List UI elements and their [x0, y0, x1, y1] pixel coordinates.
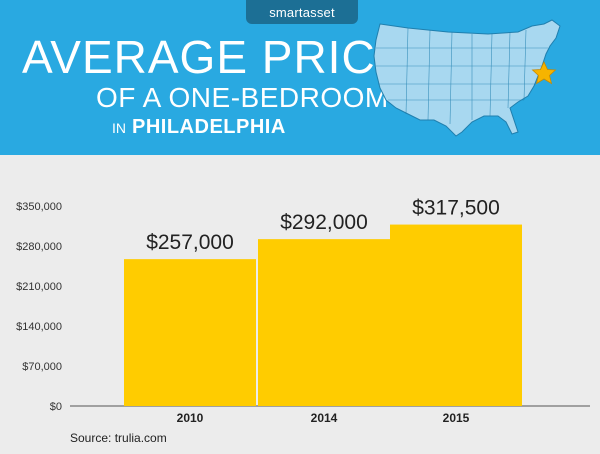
bar-chart: $0 $70,000 $140,000 $210,000 $280,000 $350,00…: [16, 197, 590, 425]
y-tick-label: $210,000: [16, 281, 62, 293]
title-line-1: AVERAGE PRICE: [22, 31, 408, 83]
y-tick-label: $70,000: [22, 361, 62, 373]
bar-value-label: $317,500: [412, 197, 500, 220]
bar: [124, 259, 256, 406]
title-line-3: IN PHILADELPHIA: [112, 116, 286, 139]
brand-logo: smartasset: [269, 5, 335, 20]
y-tick-label: $140,000: [16, 321, 62, 333]
y-tick-label: $280,000: [16, 241, 62, 253]
x-tick-label: 2014: [311, 411, 338, 425]
y-tick-label: $0: [50, 401, 62, 413]
title-prefix: IN: [112, 120, 126, 136]
star-icon: [531, 61, 557, 85]
y-tick-label: $350,000: [16, 201, 62, 213]
us-map-icon: [373, 19, 561, 137]
bar-value-label: $292,000: [280, 211, 368, 234]
header-banner: smartasset AVERAGE PRICE OF A ONE-BEDROO…: [0, 0, 600, 155]
bar: [390, 224, 522, 406]
x-tick-label: 2015: [443, 411, 470, 425]
source-note: Source: trulia.com: [70, 431, 167, 445]
brand-tab: smartasset: [246, 0, 358, 24]
title-city: PHILADELPHIA: [132, 116, 286, 138]
bar: [258, 239, 390, 406]
x-tick-label: 2010: [177, 411, 204, 425]
bar-value-label: $257,000: [146, 231, 234, 254]
title-line-2: OF A ONE-BEDROOM: [96, 82, 389, 113]
